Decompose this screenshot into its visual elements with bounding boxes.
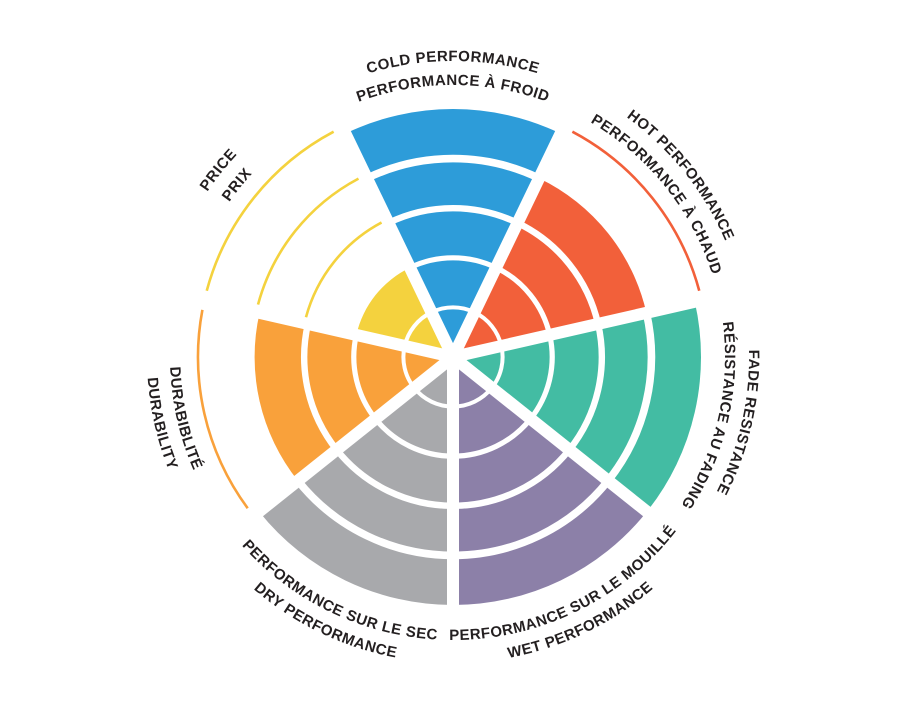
segment-fade-resistance-ring-separator-3: [566, 323, 605, 452]
segment-cold-performance-label-fr: PERFORMANCE À FROID: [354, 72, 552, 106]
segment-gap-line: [453, 355, 662, 526]
segment-hot-performance-label-en: HOT PERFORMANCE: [624, 107, 737, 243]
segment-gap-line: [333, 118, 457, 356]
segment-hot-performance-unfilled-level-arc-5: [571, 130, 701, 292]
segment-wet-performance-ring-separator-4: [452, 478, 612, 560]
segment-wet-performance-ring-separator-2: [452, 417, 533, 459]
segment-price-unfilled-level-arc-3: [304, 221, 383, 318]
segment-dry-performance-wedge: [259, 357, 453, 605]
segment-cold-performance-ring-separator-3: [387, 205, 519, 226]
segment-gap-line: [449, 118, 573, 356]
segment-fade-resistance-ring-separator-4: [605, 312, 656, 484]
segment-dry-performance-ring-separator-2: [373, 417, 454, 459]
segment-gap-line: [456, 292, 710, 362]
white-radial-gaps-layer: [196, 118, 710, 619]
segment-gap-line: [244, 355, 453, 526]
segment-cold-performance-ring-separator-2: [408, 255, 498, 270]
segment-gap-line: [196, 292, 450, 362]
segment-wet-performance-wedge: [453, 357, 647, 605]
center-hub: [441, 345, 465, 369]
segment-durability-unfilled-level-arc-5: [196, 309, 249, 509]
segment-cold-performance-ring-separator-4: [365, 154, 541, 182]
unfilled-level-arcs-layer: [196, 130, 701, 509]
segment-fade-resistance-ring-separator-2: [528, 334, 555, 421]
segment-hot-performance-ring-separator-3: [516, 220, 602, 325]
segment-fade-resistance-wedge: [453, 301, 701, 512]
segment-cold-performance-wedge: [345, 109, 561, 357]
segment-wet-performance-ring-separator-3: [452, 447, 572, 509]
segment-dry-performance-ring-separator-4: [294, 478, 454, 560]
segment-price-unfilled-level-arc-5: [205, 130, 335, 292]
segment-price-unfilled-level-arc-4: [256, 177, 360, 305]
segment-hot-performance-ring-separator-2: [494, 265, 553, 336]
segment-durability-ring-separator-2: [351, 334, 378, 421]
segment-dry-performance-ring-separator-3: [334, 447, 454, 509]
segment-durability-ring-separator-3: [301, 323, 340, 452]
